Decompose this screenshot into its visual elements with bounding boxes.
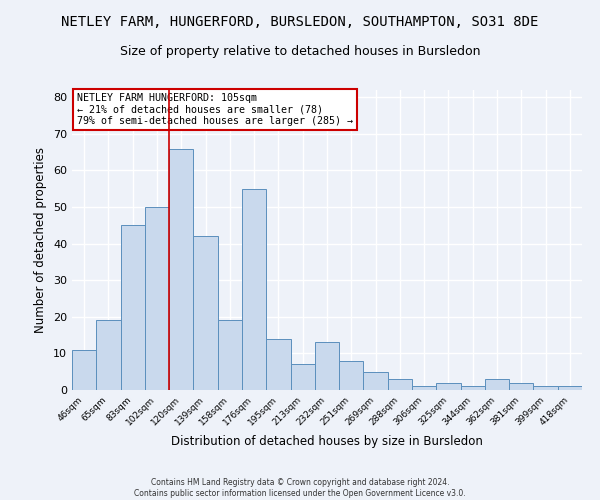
Bar	[509, 382, 533, 390]
Bar	[364, 372, 388, 390]
Y-axis label: Number of detached properties: Number of detached properties	[34, 147, 47, 333]
Bar	[169, 148, 193, 390]
Bar	[266, 339, 290, 390]
Bar	[436, 382, 461, 390]
Text: NETLEY FARM, HUNGERFORD, BURSLEDON, SOUTHAMPTON, SO31 8DE: NETLEY FARM, HUNGERFORD, BURSLEDON, SOUT…	[61, 15, 539, 29]
Bar	[121, 226, 145, 390]
Bar	[412, 386, 436, 390]
Bar	[218, 320, 242, 390]
Bar	[533, 386, 558, 390]
X-axis label: Distribution of detached houses by size in Bursledon: Distribution of detached houses by size …	[171, 436, 483, 448]
Bar	[242, 189, 266, 390]
Bar	[388, 379, 412, 390]
Text: Size of property relative to detached houses in Bursledon: Size of property relative to detached ho…	[120, 45, 480, 58]
Bar	[96, 320, 121, 390]
Bar	[145, 207, 169, 390]
Bar	[290, 364, 315, 390]
Bar	[315, 342, 339, 390]
Text: NETLEY FARM HUNGERFORD: 105sqm
← 21% of detached houses are smaller (78)
79% of : NETLEY FARM HUNGERFORD: 105sqm ← 21% of …	[77, 93, 353, 126]
Bar	[339, 360, 364, 390]
Bar	[558, 386, 582, 390]
Bar	[72, 350, 96, 390]
Text: Contains HM Land Registry data © Crown copyright and database right 2024.
Contai: Contains HM Land Registry data © Crown c…	[134, 478, 466, 498]
Bar	[485, 379, 509, 390]
Bar	[193, 236, 218, 390]
Bar	[461, 386, 485, 390]
